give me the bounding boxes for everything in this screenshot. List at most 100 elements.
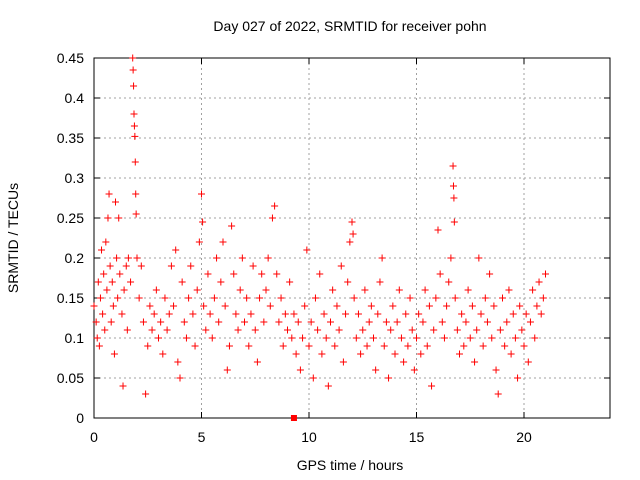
- data-point: [413, 334, 420, 342]
- data-point: [408, 326, 416, 334]
- data-point: [402, 310, 410, 318]
- data-point: [389, 302, 397, 310]
- data-point: [213, 254, 221, 262]
- data-point: [372, 366, 380, 374]
- data-point: [247, 310, 255, 318]
- data-point: [135, 294, 143, 302]
- data-point: [524, 358, 532, 366]
- data-point: [161, 294, 169, 302]
- data-point: [346, 238, 354, 246]
- data-point: [90, 302, 98, 310]
- data-point: [520, 342, 528, 350]
- data-point: [492, 366, 500, 374]
- y-tick-label: 0.4: [65, 90, 85, 106]
- data-point: [174, 358, 182, 366]
- data-point: [273, 270, 281, 278]
- data-point: [494, 390, 502, 398]
- data-point: [410, 366, 418, 374]
- data-point: [451, 294, 459, 302]
- data-point: [449, 182, 457, 190]
- data-point: [496, 326, 504, 334]
- data-point: [206, 310, 214, 318]
- data-point: [93, 334, 101, 342]
- data-point: [361, 286, 369, 294]
- data-point: [316, 270, 324, 278]
- data-point: [296, 366, 304, 374]
- data-point: [241, 318, 248, 326]
- data-point: [327, 318, 334, 326]
- data-point: [236, 286, 244, 294]
- data-point: [456, 350, 463, 358]
- data-point: [299, 334, 307, 342]
- data-point: [200, 302, 208, 310]
- data-point: [432, 294, 440, 302]
- data-point: [425, 302, 433, 310]
- data-point: [112, 198, 119, 206]
- data-point: [462, 318, 470, 326]
- data-point: [450, 218, 458, 226]
- data-point: [210, 294, 218, 302]
- data-point: [130, 110, 138, 118]
- data-point: [445, 278, 453, 286]
- data-point: [307, 318, 315, 326]
- data-point: [155, 334, 162, 342]
- y-tick-label: 0.15: [57, 290, 84, 306]
- data-point: [284, 326, 291, 334]
- data-point: [103, 286, 111, 294]
- data-point: [374, 310, 382, 318]
- data-point: [92, 318, 100, 326]
- data-point: [204, 270, 212, 278]
- data-point: [148, 326, 156, 334]
- data-point: [468, 302, 476, 310]
- data-point: [450, 194, 458, 202]
- x-tick-label: 20: [516, 429, 532, 445]
- data-point: [490, 302, 498, 310]
- data-point: [434, 226, 442, 234]
- data-point: [232, 310, 240, 318]
- data-point: [367, 302, 375, 310]
- data-point: [449, 162, 457, 170]
- data-point: [511, 334, 519, 342]
- data-point: [421, 286, 429, 294]
- data-point: [423, 342, 431, 350]
- data-point: [499, 294, 506, 302]
- y-tick-label: 0: [76, 410, 84, 426]
- data-point: [165, 310, 173, 318]
- data-point: [417, 350, 425, 358]
- data-point: [133, 254, 141, 262]
- data-point-square: [290, 415, 297, 421]
- data-point: [348, 218, 356, 226]
- data-point: [318, 350, 326, 358]
- data-point: [329, 286, 337, 294]
- y-tick-label: 0.3: [65, 170, 85, 186]
- data-point: [505, 286, 513, 294]
- data-point: [150, 310, 158, 318]
- data-point: [481, 294, 489, 302]
- data-point: [419, 318, 427, 326]
- data-point: [127, 278, 135, 286]
- data-point: [228, 222, 236, 230]
- data-point: [507, 350, 515, 358]
- data-point: [303, 246, 311, 254]
- data-point: [464, 286, 472, 294]
- data-point: [529, 286, 537, 294]
- data-point: [331, 342, 339, 350]
- data-point: [466, 334, 474, 342]
- data-point: [305, 342, 313, 350]
- y-tick-label: 0.35: [57, 130, 84, 146]
- data-point: [460, 342, 468, 350]
- data-point: [473, 326, 481, 334]
- data-point: [107, 318, 115, 326]
- data-point: [518, 326, 526, 334]
- data-point: [509, 310, 517, 318]
- data-point: [108, 278, 116, 286]
- data-point: [436, 270, 444, 278]
- data-point: [187, 262, 195, 270]
- data-point: [202, 326, 210, 334]
- data-point: [199, 218, 207, 226]
- data-point: [271, 202, 279, 210]
- data-point: [152, 286, 160, 294]
- data-point: [95, 342, 103, 350]
- data-point: [116, 270, 124, 278]
